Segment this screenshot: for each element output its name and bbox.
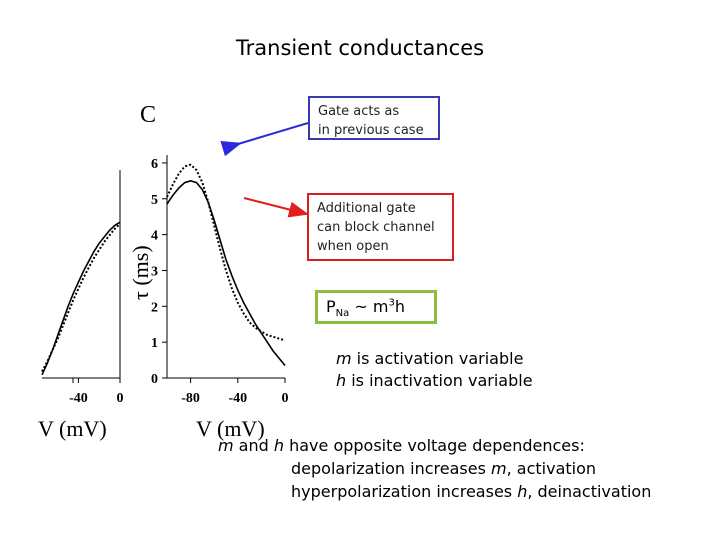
bottom-line-2: depolarization increases m, activation [218,457,651,480]
y-tick-label: 5 [151,193,158,208]
var-line: h is inactivation variable [336,370,533,392]
slide-title: Transient conductances [235,36,485,60]
right-tau-panel: C 0 1 2 3 4 5 6 -80 -40 0 τ (ms) V (mV) [128,102,289,441]
text: , activation [506,459,597,478]
x-tick-label: 0 [117,391,124,406]
formula-end: h [394,297,405,316]
sym-m: m [218,436,234,455]
y-tick-label: 0 [151,372,158,387]
x-tick-label: 0 [282,391,289,406]
left-tau-panel: -40 0 V (mV) [38,170,124,441]
x-tick-label: -40 [228,391,247,406]
text: have opposite voltage dependences: [284,436,585,455]
var-desc: is inactivation variable [346,371,533,390]
bottom-text: m and h have opposite voltage dependence… [218,434,651,503]
y-tick-label: 3 [151,264,158,279]
additional-note-line: Additional gate [317,201,416,216]
gate-note-box: Gate acts as in previous case [308,96,440,140]
formula-mid: ~ m [349,297,389,316]
formula-box: PNa ~ m3h [315,290,437,324]
text: depolarization increases [291,459,492,478]
y-tick-label: 6 [151,157,158,172]
gate-note-line: Gate acts as [318,104,400,119]
blue-arrow [220,122,309,157]
left-xlabel: V (mV) [38,416,107,441]
var-symbol: m [336,349,352,368]
right-ylabel: τ (ms) [128,245,153,300]
text: hyperpolarization increases [291,482,518,501]
sym-h: h [273,436,285,455]
text: , deinactivation [527,482,652,501]
red-arrow [243,197,309,218]
var-symbol: h [336,371,347,390]
text: and [233,436,274,455]
y-tick-label: 4 [151,229,158,244]
var-line: m is activation variable [336,348,533,370]
bottom-line-3: hyperpolarization increases h, deinactiv… [218,480,651,503]
dashed-tau-curve [41,223,121,372]
solid-tau-curve [41,221,121,376]
right-xlabel: V (mV) [196,416,265,441]
bottom-line-1: m and h have opposite voltage dependence… [218,434,651,457]
sym-h: h [517,482,528,501]
formula-sub: Na [335,308,350,320]
solid-tau-curve [166,179,286,367]
x-tick-label: -40 [69,391,88,406]
additional-gate-note-box: Additional gate can block channel when o… [307,193,454,261]
panel-label: C [140,102,156,128]
dashed-tau-curve [166,163,286,342]
var-desc: is activation variable [351,349,524,368]
additional-note-line: can block channel [317,220,435,235]
gate-note-line: in previous case [318,123,424,138]
y-tick-label: 2 [151,300,158,315]
formula-p: P [326,297,336,316]
x-tick-label: -80 [181,391,200,406]
variables-text: m is activation variable h is inactivati… [336,348,533,392]
y-tick-label: 1 [151,336,158,351]
formula-sup: 3 [388,297,395,309]
additional-note-line: when open [317,239,389,254]
sym-m: m [491,459,507,478]
